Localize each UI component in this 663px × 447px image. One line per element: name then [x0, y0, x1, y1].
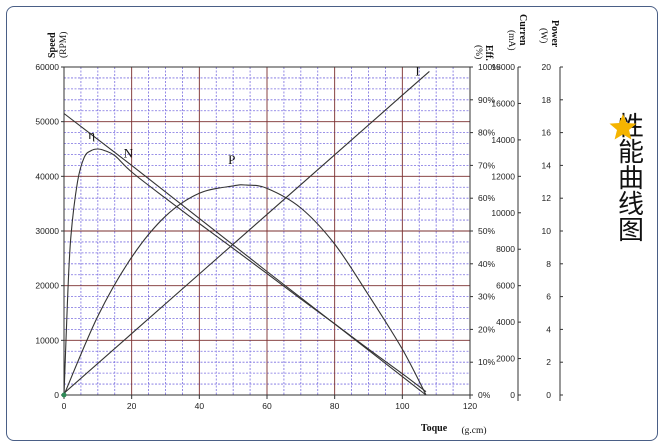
curve-label-speed: N [124, 145, 134, 160]
curve-efficiency [63, 148, 427, 396]
curves [61, 70, 430, 398]
efficiency-tick-label: 60% [478, 193, 495, 203]
efficiency-tick-label: 90% [478, 95, 495, 105]
efficiency-axis-title: Eff. [483, 45, 494, 61]
current-tick-label: 4000 [496, 317, 515, 327]
efficiency-tick-label: 50% [478, 226, 495, 236]
speed-tick-label: 0 [54, 390, 59, 400]
current-axis-unit: (mA) [506, 30, 517, 51]
efficiency-tick-label: 30% [478, 292, 495, 302]
curve-current [63, 70, 430, 394]
side-panel: 性能曲线图 [608, 112, 648, 242]
efficiency-tick-label: 70% [478, 160, 495, 170]
power-tick-label: 8 [546, 259, 551, 269]
x-tick-label: 100 [395, 401, 409, 411]
x-tick-label: 40 [195, 401, 205, 411]
current-tick-label: 8000 [496, 244, 515, 254]
power-tick-label: 2 [546, 357, 551, 367]
speed-tick-label: 30000 [35, 226, 59, 236]
power-axis-title: Power [549, 20, 560, 48]
efficiency-tick-label: 40% [478, 259, 495, 269]
curve-label-efficiency: η [88, 127, 95, 142]
efficiency-tick-label: 20% [478, 324, 495, 334]
x-axis-title: Toque [421, 423, 448, 434]
power-tick-label: 0 [546, 390, 551, 400]
efficiency-tick-label: 10% [478, 357, 495, 367]
current-tick-label: 12000 [491, 171, 515, 181]
power-axis-unit: (W) [538, 28, 549, 43]
speed-axis-title: Speed [47, 32, 58, 58]
current-tick-label: 10000 [491, 208, 515, 218]
power-tick-label: 4 [546, 324, 551, 334]
power-tick-label: 14 [542, 160, 552, 170]
current-tick-label: 2000 [496, 354, 515, 364]
x-tick-label: 60 [262, 401, 272, 411]
star-icon [609, 114, 637, 140]
power-tick-label: 10 [542, 226, 552, 236]
current-tick-label: 0 [510, 390, 515, 400]
speed-tick-label: 20000 [35, 281, 59, 291]
speed-axis-unit: (RPM) [58, 32, 69, 58]
speed-tick-label: 60000 [35, 62, 59, 72]
speed-tick-label: 10000 [35, 335, 59, 345]
curve-power [63, 184, 427, 396]
labels: N I Pη [88, 63, 419, 167]
x-axis-unit: (g.cm) [461, 425, 486, 436]
efficiency-tick-label: 80% [478, 128, 495, 138]
current-tick-label: 16000 [491, 98, 515, 108]
x-tick-label: 20 [127, 401, 137, 411]
current-tick-label: 14000 [491, 135, 515, 145]
current-tick-label: 18000 [491, 62, 515, 72]
curve-label-power: P [228, 152, 235, 167]
origin-marker [61, 392, 67, 398]
power-tick-label: 16 [542, 128, 552, 138]
speed-tick-label: 40000 [35, 171, 59, 181]
efficiency-tick-label: 100% [478, 62, 500, 72]
efficiency-axis-unit: (%) [473, 45, 484, 59]
power-tick-label: 18 [542, 95, 552, 105]
curve-label-current: I [415, 63, 419, 78]
efficiency-tick-label: 0% [478, 390, 491, 400]
power-tick-label: 20 [542, 62, 552, 72]
current-tick-label: 6000 [496, 281, 515, 291]
curve-speed [63, 113, 427, 396]
power-tick-label: 6 [546, 292, 551, 302]
x-tick-label: 80 [330, 401, 340, 411]
power-tick-label: 12 [542, 193, 552, 203]
current-axis-title: Curren [517, 14, 528, 46]
x-tick-label: 0 [62, 401, 67, 411]
x-tick-label: 120 [463, 401, 477, 411]
grid [64, 67, 470, 395]
speed-tick-label: 50000 [35, 117, 59, 127]
